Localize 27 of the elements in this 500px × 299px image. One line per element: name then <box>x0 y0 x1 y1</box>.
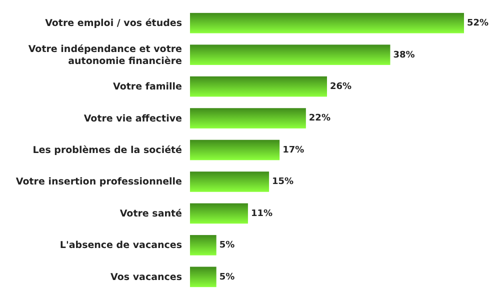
y-tick-label: Votre emploi / vos études <box>45 18 182 29</box>
y-tick-label: Votre santé <box>120 208 182 220</box>
bar <box>190 12 464 34</box>
data-label: 5% <box>219 240 235 251</box>
data-label: 52% <box>467 18 489 29</box>
data-label: 38% <box>393 50 415 60</box>
y-tick-label: Les problèmes de la société <box>32 144 182 156</box>
y-tick-label: Votre famille <box>113 81 182 92</box>
bar <box>190 203 248 224</box>
y-tick-label: Votre insertion professionnelle <box>16 176 182 188</box>
bar <box>190 235 216 256</box>
data-label: 15% <box>272 177 294 188</box>
bar <box>190 108 306 128</box>
bar <box>190 266 216 288</box>
bar <box>190 172 270 192</box>
y-tick-label: Votre vie affective <box>84 112 182 124</box>
bar <box>190 76 327 97</box>
data-label: 5% <box>219 272 235 282</box>
data-label: 11% <box>250 208 273 219</box>
bar <box>190 140 280 160</box>
bar <box>190 44 390 65</box>
data-label: 17% <box>282 145 304 156</box>
y-tick-label: L'absence de vacances <box>60 240 182 251</box>
data-label: 26% <box>330 82 352 92</box>
data-label: 22% <box>308 114 330 124</box>
y-tick-label: Vos vacances <box>110 272 182 283</box>
y-tick-label: Votre indépendance et votre autonomie financière <box>28 43 182 66</box>
